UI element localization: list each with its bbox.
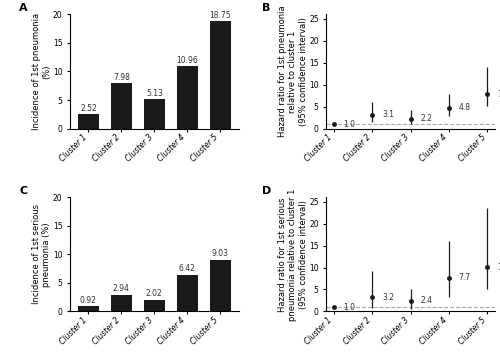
Text: 7.8: 7.8 bbox=[497, 90, 500, 99]
Text: 10.96: 10.96 bbox=[176, 55, 198, 64]
Text: D: D bbox=[262, 186, 272, 196]
Text: 4.8: 4.8 bbox=[458, 103, 470, 112]
Y-axis label: Hazard ratio for 1st serious
pneumonia relative to cluster 1
(95% confidence int: Hazard ratio for 1st serious pneumonia r… bbox=[278, 188, 308, 320]
Y-axis label: Hazard ratio for 1st pneumonia
relative to cluster 1
(95% confidence interval): Hazard ratio for 1st pneumonia relative … bbox=[278, 6, 308, 137]
Y-axis label: Incidence of 1st serious
pneumonia (%): Incidence of 1st serious pneumonia (%) bbox=[32, 204, 52, 304]
Text: 7.7: 7.7 bbox=[458, 273, 470, 282]
Bar bbox=[210, 260, 231, 311]
Text: 0.92: 0.92 bbox=[80, 296, 97, 305]
Text: 7.98: 7.98 bbox=[113, 73, 130, 82]
Text: A: A bbox=[20, 3, 28, 13]
Text: 9.03: 9.03 bbox=[212, 250, 229, 258]
Text: 5.13: 5.13 bbox=[146, 89, 163, 98]
Bar bbox=[144, 300, 165, 311]
Bar bbox=[110, 83, 132, 129]
Text: 3.1: 3.1 bbox=[382, 111, 394, 120]
Bar bbox=[78, 114, 99, 129]
Text: 6.42: 6.42 bbox=[179, 264, 196, 274]
Text: 1.0: 1.0 bbox=[344, 303, 355, 311]
Text: 2.2: 2.2 bbox=[420, 115, 432, 124]
Text: B: B bbox=[262, 3, 270, 13]
Bar bbox=[144, 99, 165, 129]
Text: 18.75: 18.75 bbox=[210, 11, 231, 20]
Text: 2.02: 2.02 bbox=[146, 290, 162, 299]
Bar bbox=[210, 21, 231, 129]
Bar bbox=[176, 275, 198, 311]
Bar bbox=[110, 295, 132, 311]
Text: 3.2: 3.2 bbox=[382, 293, 394, 302]
Text: 2.94: 2.94 bbox=[113, 284, 130, 293]
Bar bbox=[78, 306, 99, 311]
Text: 2.52: 2.52 bbox=[80, 104, 97, 113]
Text: 2.4: 2.4 bbox=[420, 296, 432, 305]
Text: C: C bbox=[20, 186, 28, 196]
Bar bbox=[176, 66, 198, 129]
Y-axis label: Incidence of 1st pneumonia
(%): Incidence of 1st pneumonia (%) bbox=[32, 13, 52, 130]
Text: 1.0: 1.0 bbox=[344, 120, 355, 129]
Text: 10.1: 10.1 bbox=[497, 262, 500, 272]
